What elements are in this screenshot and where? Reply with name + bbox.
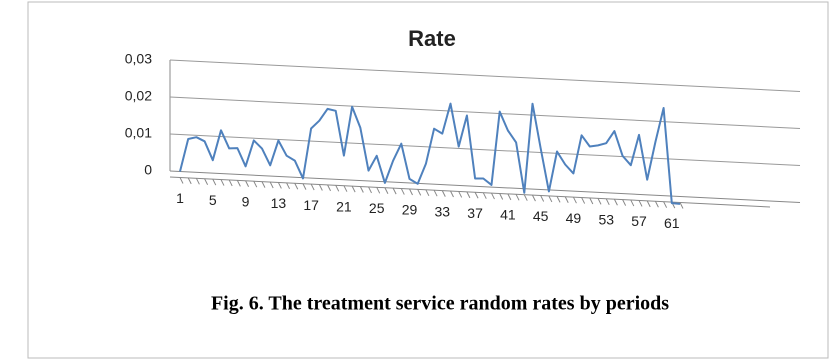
- x-tick: [212, 178, 217, 186]
- x-tick-label: 9: [242, 193, 250, 209]
- x-tick: [589, 197, 594, 205]
- x-tick: [179, 177, 184, 184]
- x-tick-label: 17: [303, 197, 319, 213]
- chart-title: Rate: [408, 26, 456, 51]
- grid-line: [169, 133, 801, 166]
- frame: [27, 1, 829, 359]
- x-tick-label: 49: [566, 210, 582, 226]
- x-tick: [277, 182, 282, 189]
- x-tick-label: 33: [435, 203, 451, 219]
- x-tick: [384, 187, 389, 194]
- x-tick: [433, 189, 438, 197]
- grid-line: [169, 59, 801, 92]
- y-tick-label: 0,03: [125, 51, 152, 67]
- x-tick: [294, 183, 299, 190]
- x-tick: [466, 191, 471, 199]
- x-tick: [613, 198, 618, 206]
- x-tick: [310, 183, 315, 191]
- x-tick: [286, 182, 291, 190]
- x-tick: [548, 195, 553, 203]
- x-tick-label: 61: [664, 215, 680, 231]
- grid-line: [169, 170, 801, 203]
- x-tick: [195, 178, 200, 185]
- x-tick: [318, 184, 323, 191]
- x-tick: [654, 201, 659, 208]
- x-tick: [376, 187, 381, 194]
- x-tick: [392, 187, 397, 195]
- x-tick: [236, 180, 241, 187]
- x-tick: [327, 184, 331, 192]
- x-tick: [605, 198, 610, 206]
- x-tick: [515, 194, 520, 201]
- x-tick: [335, 185, 340, 192]
- data-line: [179, 102, 681, 205]
- grid-line: [169, 96, 801, 129]
- x-tick: [630, 199, 635, 207]
- x-tick: [679, 202, 684, 209]
- y-tick-label: 0,02: [125, 88, 152, 104]
- x-tick: [450, 190, 454, 198]
- x-tick: [302, 183, 307, 190]
- x-tick: [417, 189, 422, 196]
- x-tick: [343, 185, 348, 192]
- x-tick-label: 45: [533, 208, 549, 224]
- x-tick: [564, 196, 569, 203]
- x-tick-label: 5: [209, 192, 217, 208]
- x-tick: [482, 192, 487, 199]
- x-tick-label: 25: [369, 200, 385, 216]
- x-tick: [474, 192, 479, 199]
- x-tick-label: 29: [402, 202, 418, 218]
- x-tick: [540, 195, 545, 202]
- x-tick: [663, 201, 668, 208]
- x-tick-label: 53: [598, 212, 614, 228]
- x-tick: [458, 191, 463, 198]
- x-tick-label: 37: [467, 205, 483, 221]
- x-tick: [556, 196, 561, 203]
- x-tick: [351, 185, 356, 193]
- x-tick: [269, 181, 274, 189]
- x-tick: [532, 194, 536, 202]
- x-tick: [409, 188, 413, 196]
- y-tick-label: 0,01: [125, 125, 152, 141]
- x-tick: [507, 193, 512, 201]
- x-tick-label: 21: [336, 198, 352, 214]
- x-tick: [622, 199, 627, 206]
- x-tick: [368, 186, 372, 194]
- x-tick: [491, 192, 495, 200]
- x-tick-label: 1: [176, 190, 184, 206]
- x-tick: [204, 178, 209, 185]
- x-tick: [245, 180, 250, 188]
- x-tick: [187, 177, 192, 185]
- x-axis: [169, 176, 771, 208]
- x-tick: [359, 186, 364, 193]
- x-tick: [220, 179, 225, 186]
- x-tick: [581, 197, 586, 204]
- x-tick: [441, 190, 446, 197]
- x-tick-label: 41: [500, 207, 516, 223]
- x-tick: [400, 188, 405, 195]
- x-tick: [261, 181, 266, 188]
- x-tick: [228, 179, 233, 187]
- x-tick: [499, 193, 504, 200]
- x-tick: [597, 198, 602, 205]
- x-tick: [638, 200, 643, 207]
- x-tick-label: 57: [631, 213, 647, 229]
- x-tick: [572, 196, 577, 204]
- y-tick-label: 0: [144, 162, 152, 178]
- x-tick: [425, 189, 430, 197]
- x-tick-label: 13: [271, 195, 287, 211]
- caption: Fig. 6. The treatment service random rat…: [211, 293, 669, 315]
- x-tick: [253, 180, 258, 188]
- x-tick: [646, 200, 651, 208]
- x-tick: [523, 194, 528, 201]
